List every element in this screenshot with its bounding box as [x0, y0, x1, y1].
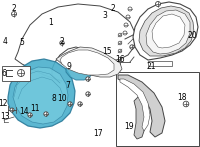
Polygon shape	[15, 4, 136, 81]
Text: 13: 13	[0, 112, 10, 121]
Text: 12: 12	[0, 99, 8, 108]
Polygon shape	[152, 14, 185, 48]
Polygon shape	[134, 97, 146, 139]
Text: 17: 17	[93, 129, 103, 138]
Circle shape	[86, 77, 90, 81]
Polygon shape	[56, 47, 122, 77]
Text: 8: 8	[52, 94, 56, 103]
Circle shape	[28, 113, 32, 117]
Circle shape	[128, 7, 132, 11]
Polygon shape	[118, 75, 165, 137]
Text: 2: 2	[60, 37, 64, 46]
Circle shape	[78, 102, 82, 106]
Circle shape	[183, 101, 189, 107]
Circle shape	[124, 23, 128, 27]
Text: 18: 18	[178, 93, 187, 102]
Text: 2: 2	[11, 4, 16, 13]
Polygon shape	[66, 63, 92, 80]
Circle shape	[12, 11, 17, 16]
Text: 14: 14	[20, 107, 29, 116]
FancyBboxPatch shape	[2, 66, 30, 81]
Text: 10: 10	[57, 94, 67, 103]
Circle shape	[123, 31, 127, 35]
Circle shape	[118, 33, 122, 37]
Circle shape	[156, 1, 160, 6]
Text: 16: 16	[115, 55, 124, 65]
Text: 21: 21	[147, 62, 156, 71]
Circle shape	[126, 15, 130, 19]
Text: 11: 11	[30, 103, 40, 113]
Polygon shape	[139, 6, 194, 56]
Circle shape	[118, 49, 122, 53]
Text: 19: 19	[124, 122, 134, 131]
Text: 20: 20	[187, 31, 197, 40]
Circle shape	[44, 112, 48, 116]
Circle shape	[10, 108, 14, 112]
Polygon shape	[8, 59, 75, 128]
Circle shape	[18, 70, 25, 76]
Text: 2: 2	[111, 4, 115, 13]
FancyBboxPatch shape	[148, 61, 172, 66]
Circle shape	[86, 92, 90, 96]
Text: 6: 6	[1, 69, 6, 78]
Circle shape	[68, 102, 72, 106]
Circle shape	[130, 45, 134, 49]
Circle shape	[60, 41, 64, 45]
Polygon shape	[60, 50, 114, 75]
Text: 4: 4	[2, 37, 7, 46]
Polygon shape	[146, 10, 190, 54]
Text: 5: 5	[20, 37, 24, 47]
Polygon shape	[133, 2, 198, 60]
Text: 7: 7	[66, 81, 70, 90]
Text: 3: 3	[103, 11, 107, 20]
Polygon shape	[13, 67, 68, 124]
Circle shape	[118, 57, 122, 61]
Text: 15: 15	[102, 47, 111, 56]
Text: 9: 9	[67, 62, 71, 71]
Text: 1: 1	[49, 17, 53, 27]
FancyBboxPatch shape	[116, 71, 198, 146]
Polygon shape	[120, 79, 150, 131]
Circle shape	[118, 41, 122, 45]
